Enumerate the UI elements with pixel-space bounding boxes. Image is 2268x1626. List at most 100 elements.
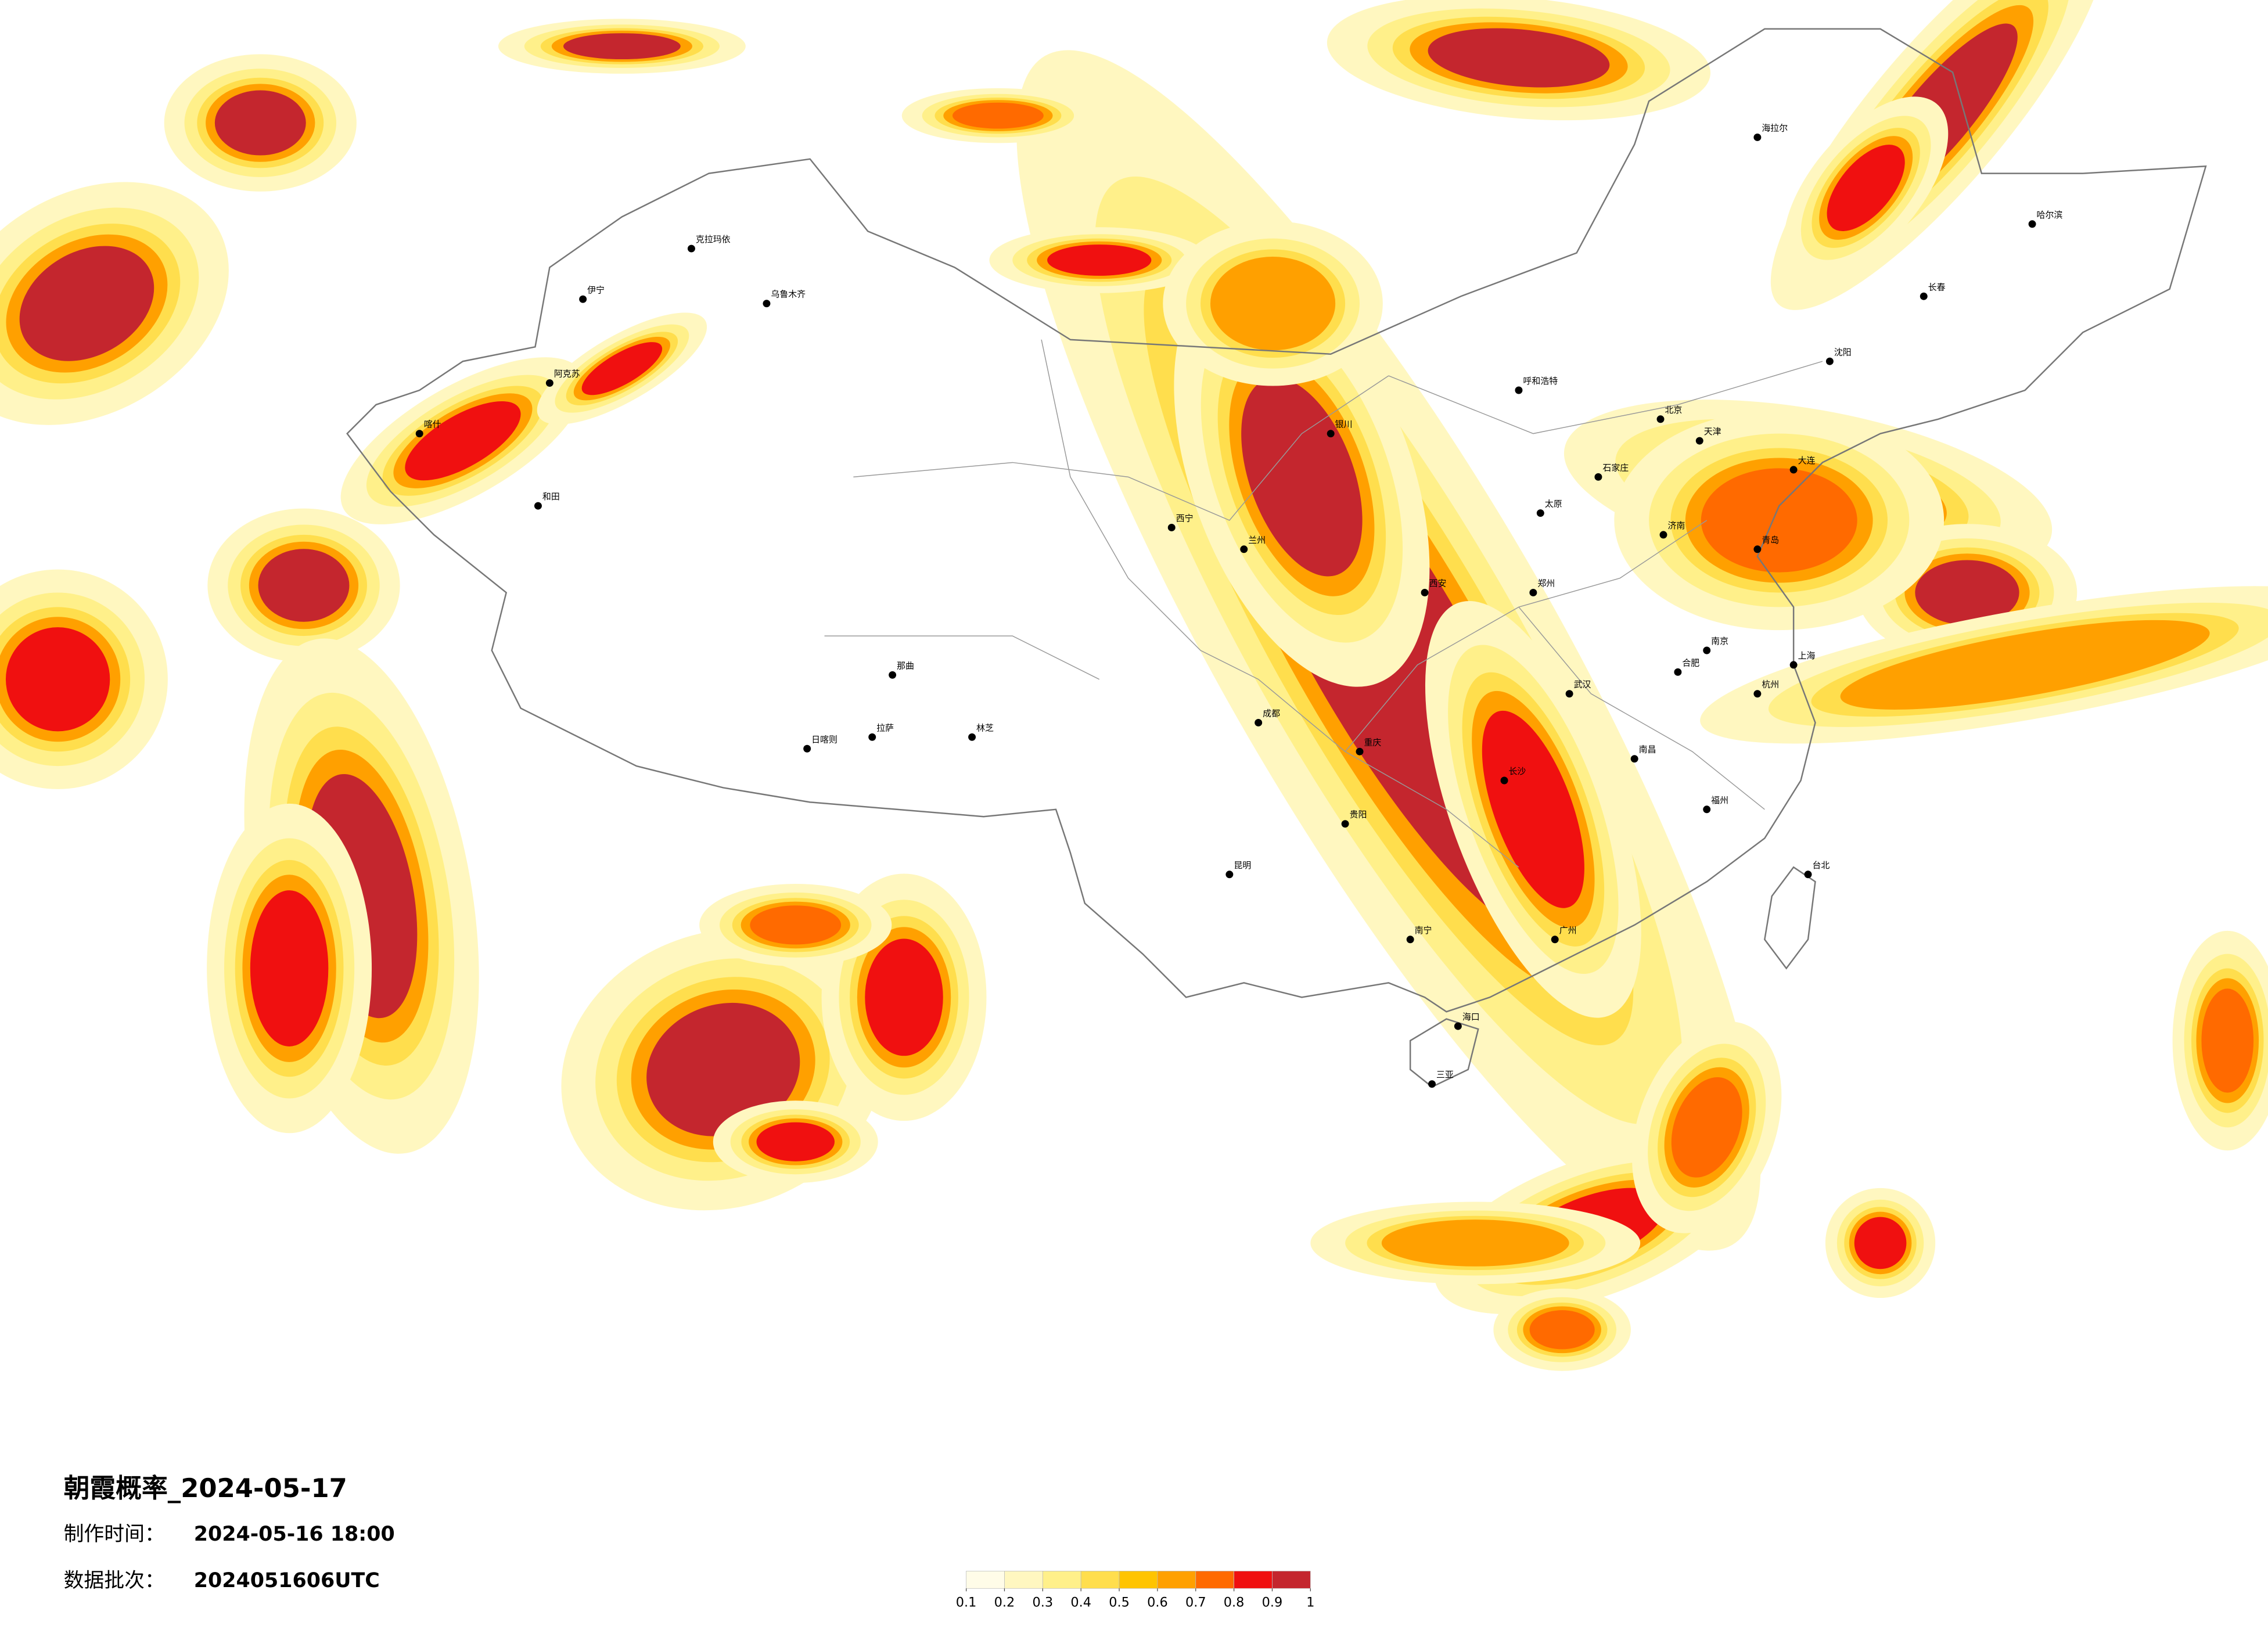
city-label: 林芝: [976, 722, 994, 733]
city-label: 乌鲁木齐: [771, 289, 806, 300]
city-label: 福州: [1711, 795, 1728, 805]
city-dot: [1630, 755, 1638, 763]
city-label: 石家庄: [1602, 462, 1629, 473]
city-label: 呼和浩特: [1523, 376, 1558, 386]
city-label: 长春: [1928, 282, 1946, 292]
city-dot: [1659, 531, 1667, 539]
city-label: 拉萨: [876, 722, 894, 733]
legend-tick-label: 0.2: [994, 1595, 1015, 1610]
meta-label: 数据批次：: [64, 1569, 165, 1592]
legend-swatch: [966, 1571, 1005, 1589]
city-label: 日喀则: [811, 734, 838, 744]
city-dot: [1656, 415, 1665, 423]
heat-cell: [1529, 1310, 1595, 1350]
city-label: 克拉玛依: [696, 234, 731, 244]
heat-cell: [214, 90, 306, 156]
china-outline: [346, 28, 2207, 1013]
heat-cell: [1671, 1077, 1742, 1178]
city-dot: [1825, 357, 1834, 365]
city-label: 武汉: [1574, 679, 1591, 690]
legend-tick-label: 0.8: [1224, 1595, 1245, 1610]
legend-swatch: [1157, 1571, 1196, 1589]
meta-value: 2024051606UTC: [194, 1569, 380, 1592]
city-label: 台北: [1813, 860, 1830, 870]
city-dot: [545, 379, 553, 387]
heat-cell: [1854, 1217, 1907, 1269]
taiwan-outline: [1764, 866, 1816, 970]
heat-cell: [1915, 560, 2019, 625]
heat-cell: [1397, 1223, 1554, 1263]
city-label: 上海: [1798, 650, 1816, 661]
city-label: 兰州: [1248, 535, 1266, 545]
city-label: 三亚: [1436, 1070, 1454, 1080]
heatmap: [0, 0, 2268, 1371]
heat-cell: [563, 33, 681, 60]
city-label: 西安: [1429, 578, 1447, 589]
city-label: 天津: [1704, 426, 1721, 437]
heat-cell: [1827, 145, 1905, 231]
legend-swatch: [1004, 1571, 1043, 1589]
city-dot: [803, 744, 811, 753]
heat-cell: [1241, 377, 1363, 577]
legend-tick-label: 0.9: [1262, 1595, 1283, 1610]
city-dot: [1804, 870, 1812, 879]
city-dot: [687, 244, 695, 253]
city-dot: [1515, 386, 1523, 394]
legend-tick-label: 0.7: [1185, 1595, 1206, 1610]
legend-swatch: [1042, 1571, 1081, 1589]
province-borders: [824, 339, 1823, 868]
city-label: 银川: [1335, 419, 1353, 430]
city-label: 阿克苏: [554, 369, 580, 379]
city-label: 伊宁: [587, 285, 605, 295]
city-dot: [1753, 690, 1762, 698]
city-label: 西宁: [1176, 513, 1194, 524]
city-dot: [1341, 820, 1349, 828]
legend: 0.1 0.2 0.3 0.4 0.5 0.6 0.7 0.8 0.9 1: [956, 1571, 1314, 1610]
city-dot: [1327, 430, 1335, 438]
city-dot: [1753, 545, 1762, 553]
city-dot: [1920, 292, 1928, 300]
city-label: 沈阳: [1834, 347, 1852, 357]
heat-cell: [1428, 28, 1610, 88]
meta-value: 2024-05-16 18:00: [194, 1523, 395, 1546]
city-label: 喀什: [424, 419, 441, 430]
heat-cell: [19, 246, 154, 361]
city-dot: [1703, 805, 1711, 814]
heat-cell: [258, 549, 350, 622]
city-dot: [1789, 661, 1798, 669]
city-dot: [1454, 1022, 1462, 1030]
city-label: 北京: [1665, 405, 1682, 415]
city-dot: [1421, 588, 1429, 596]
legend-tick-label: 0.4: [1070, 1595, 1091, 1610]
city-dot: [1356, 747, 1364, 756]
city-dot: [1406, 936, 1414, 944]
city-label: 那曲: [897, 660, 914, 671]
city-label: 杭州: [1762, 679, 1779, 690]
city-label: 济南: [1667, 520, 1685, 531]
city-label: 青岛: [1762, 535, 1779, 545]
heat-cell: [750, 905, 842, 945]
legend-swatch: [1080, 1571, 1120, 1589]
city-dot: [1529, 588, 1537, 596]
city-dot: [1695, 437, 1703, 445]
city-dot: [1753, 133, 1762, 141]
city-label: 郑州: [1537, 578, 1555, 589]
city-dot: [1255, 718, 1263, 726]
city-dot: [1225, 870, 1234, 879]
legend-swatch: [1272, 1571, 1311, 1589]
title: 朝霞概率_2024-05-17: [64, 1473, 347, 1503]
city-dot: [1674, 668, 1682, 676]
city-label: 太原: [1545, 499, 1562, 509]
city-label: 南昌: [1639, 744, 1656, 755]
heat-cell: [1701, 468, 1857, 573]
city-label: 和田: [542, 491, 560, 502]
heat-cell: [5, 627, 110, 732]
city-dot: [2028, 220, 2036, 228]
city-label: 贵阳: [1350, 810, 1367, 820]
city-dot: [1594, 473, 1602, 481]
heat-cell: [250, 890, 329, 1046]
city-dot: [763, 300, 771, 308]
city-label: 长沙: [1509, 766, 1526, 776]
legend-swatch: [1234, 1571, 1273, 1589]
heat-cell: [1047, 244, 1152, 276]
